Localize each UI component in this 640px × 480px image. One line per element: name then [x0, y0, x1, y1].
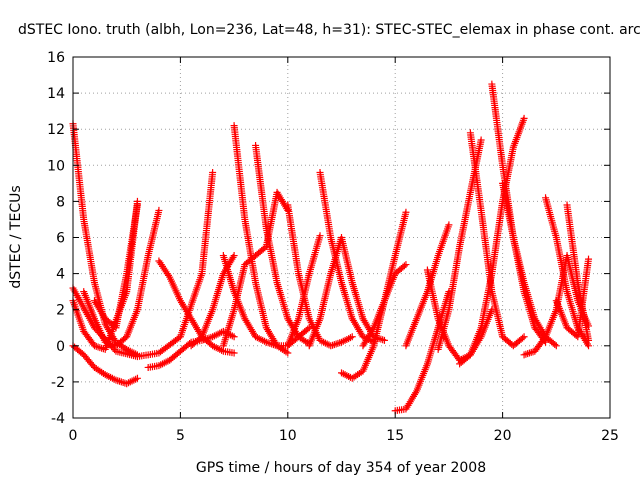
data-series — [252, 141, 313, 348]
y-tick-label: 4 — [56, 267, 65, 283]
data-point-marker — [380, 336, 388, 344]
axes: 0 5 10 15 20 25 -4 -2 0 2 4 6 8 10 12 14 16 — [47, 50, 619, 444]
data-point-marker — [329, 341, 337, 349]
chart-title: dSTEC Iono. truth (albh, Lon=236, Lat=48… — [18, 22, 640, 38]
data-point-marker — [330, 341, 338, 349]
data-series — [69, 169, 217, 361]
data-series — [284, 232, 324, 350]
x-axis-label: GPS time / hours of day 354 of year 2008 — [196, 460, 486, 476]
data-series — [219, 188, 292, 350]
data-series — [305, 234, 388, 350]
x-tick-label: 20 — [494, 428, 512, 444]
data-point-marker — [585, 255, 593, 263]
data-series — [423, 266, 496, 364]
data-point-marker — [230, 333, 238, 341]
data-point-marker — [520, 351, 528, 359]
data-series — [69, 197, 141, 353]
y-tick-label: -2 — [51, 375, 65, 391]
data-point-marker — [133, 374, 141, 382]
data-point-marker — [402, 261, 410, 269]
data-series — [338, 208, 410, 382]
y-tick-label: 16 — [47, 50, 65, 66]
data-point-marker — [316, 232, 324, 240]
data-series — [90, 201, 141, 332]
data-point-marker — [551, 341, 559, 349]
data-point-marker — [400, 262, 408, 270]
data-series — [230, 122, 313, 350]
x-tick-label: 10 — [279, 428, 297, 444]
y-axis-label: dSTEC / TECUs — [8, 185, 24, 288]
data-point-marker — [117, 378, 125, 386]
data-point-marker — [155, 206, 163, 214]
data-series — [80, 206, 163, 350]
data-point-marker — [525, 349, 533, 357]
data-point-marker — [524, 350, 532, 358]
x-tick-label: 25 — [601, 428, 619, 444]
data-series — [542, 194, 593, 350]
data-points — [69, 80, 593, 415]
data-point-marker — [304, 325, 312, 333]
data-point-marker — [520, 114, 528, 122]
y-tick-label: 12 — [47, 122, 65, 138]
data-point-marker — [522, 350, 530, 358]
y-tick-label: 2 — [56, 303, 65, 319]
data-series — [466, 129, 528, 350]
data-series — [402, 221, 453, 350]
data-point-marker — [477, 136, 485, 144]
data-point-marker — [284, 349, 292, 357]
data-point-marker — [96, 344, 104, 352]
data-point-marker — [445, 221, 453, 229]
data-series — [359, 261, 410, 350]
data-point-marker — [402, 208, 410, 216]
data-point-marker — [520, 333, 528, 341]
data-point-marker — [133, 201, 141, 209]
y-tick-label: 10 — [47, 158, 65, 174]
data-series — [187, 252, 238, 350]
data-point-marker — [230, 349, 238, 357]
y-tick-label: -4 — [51, 411, 65, 427]
y-tick-label: 8 — [56, 194, 65, 210]
data-point-marker — [540, 334, 548, 342]
data-point-marker — [230, 252, 238, 260]
data-series — [563, 201, 593, 344]
data-point-marker — [519, 334, 527, 342]
data-point-marker — [348, 333, 356, 341]
x-tick-label: 0 — [69, 428, 78, 444]
y-tick-label: 0 — [56, 339, 65, 355]
data-point-marker — [209, 169, 217, 177]
data-point-marker — [379, 336, 387, 344]
data-point-marker — [332, 340, 340, 348]
data-point-marker — [552, 342, 560, 350]
data-point-marker — [585, 336, 593, 344]
data-series — [499, 179, 560, 350]
x-tick-label: 5 — [176, 428, 185, 444]
y-tick-label: 6 — [56, 231, 65, 247]
x-tick-label: 15 — [386, 428, 404, 444]
y-tick-label: 14 — [47, 86, 65, 102]
